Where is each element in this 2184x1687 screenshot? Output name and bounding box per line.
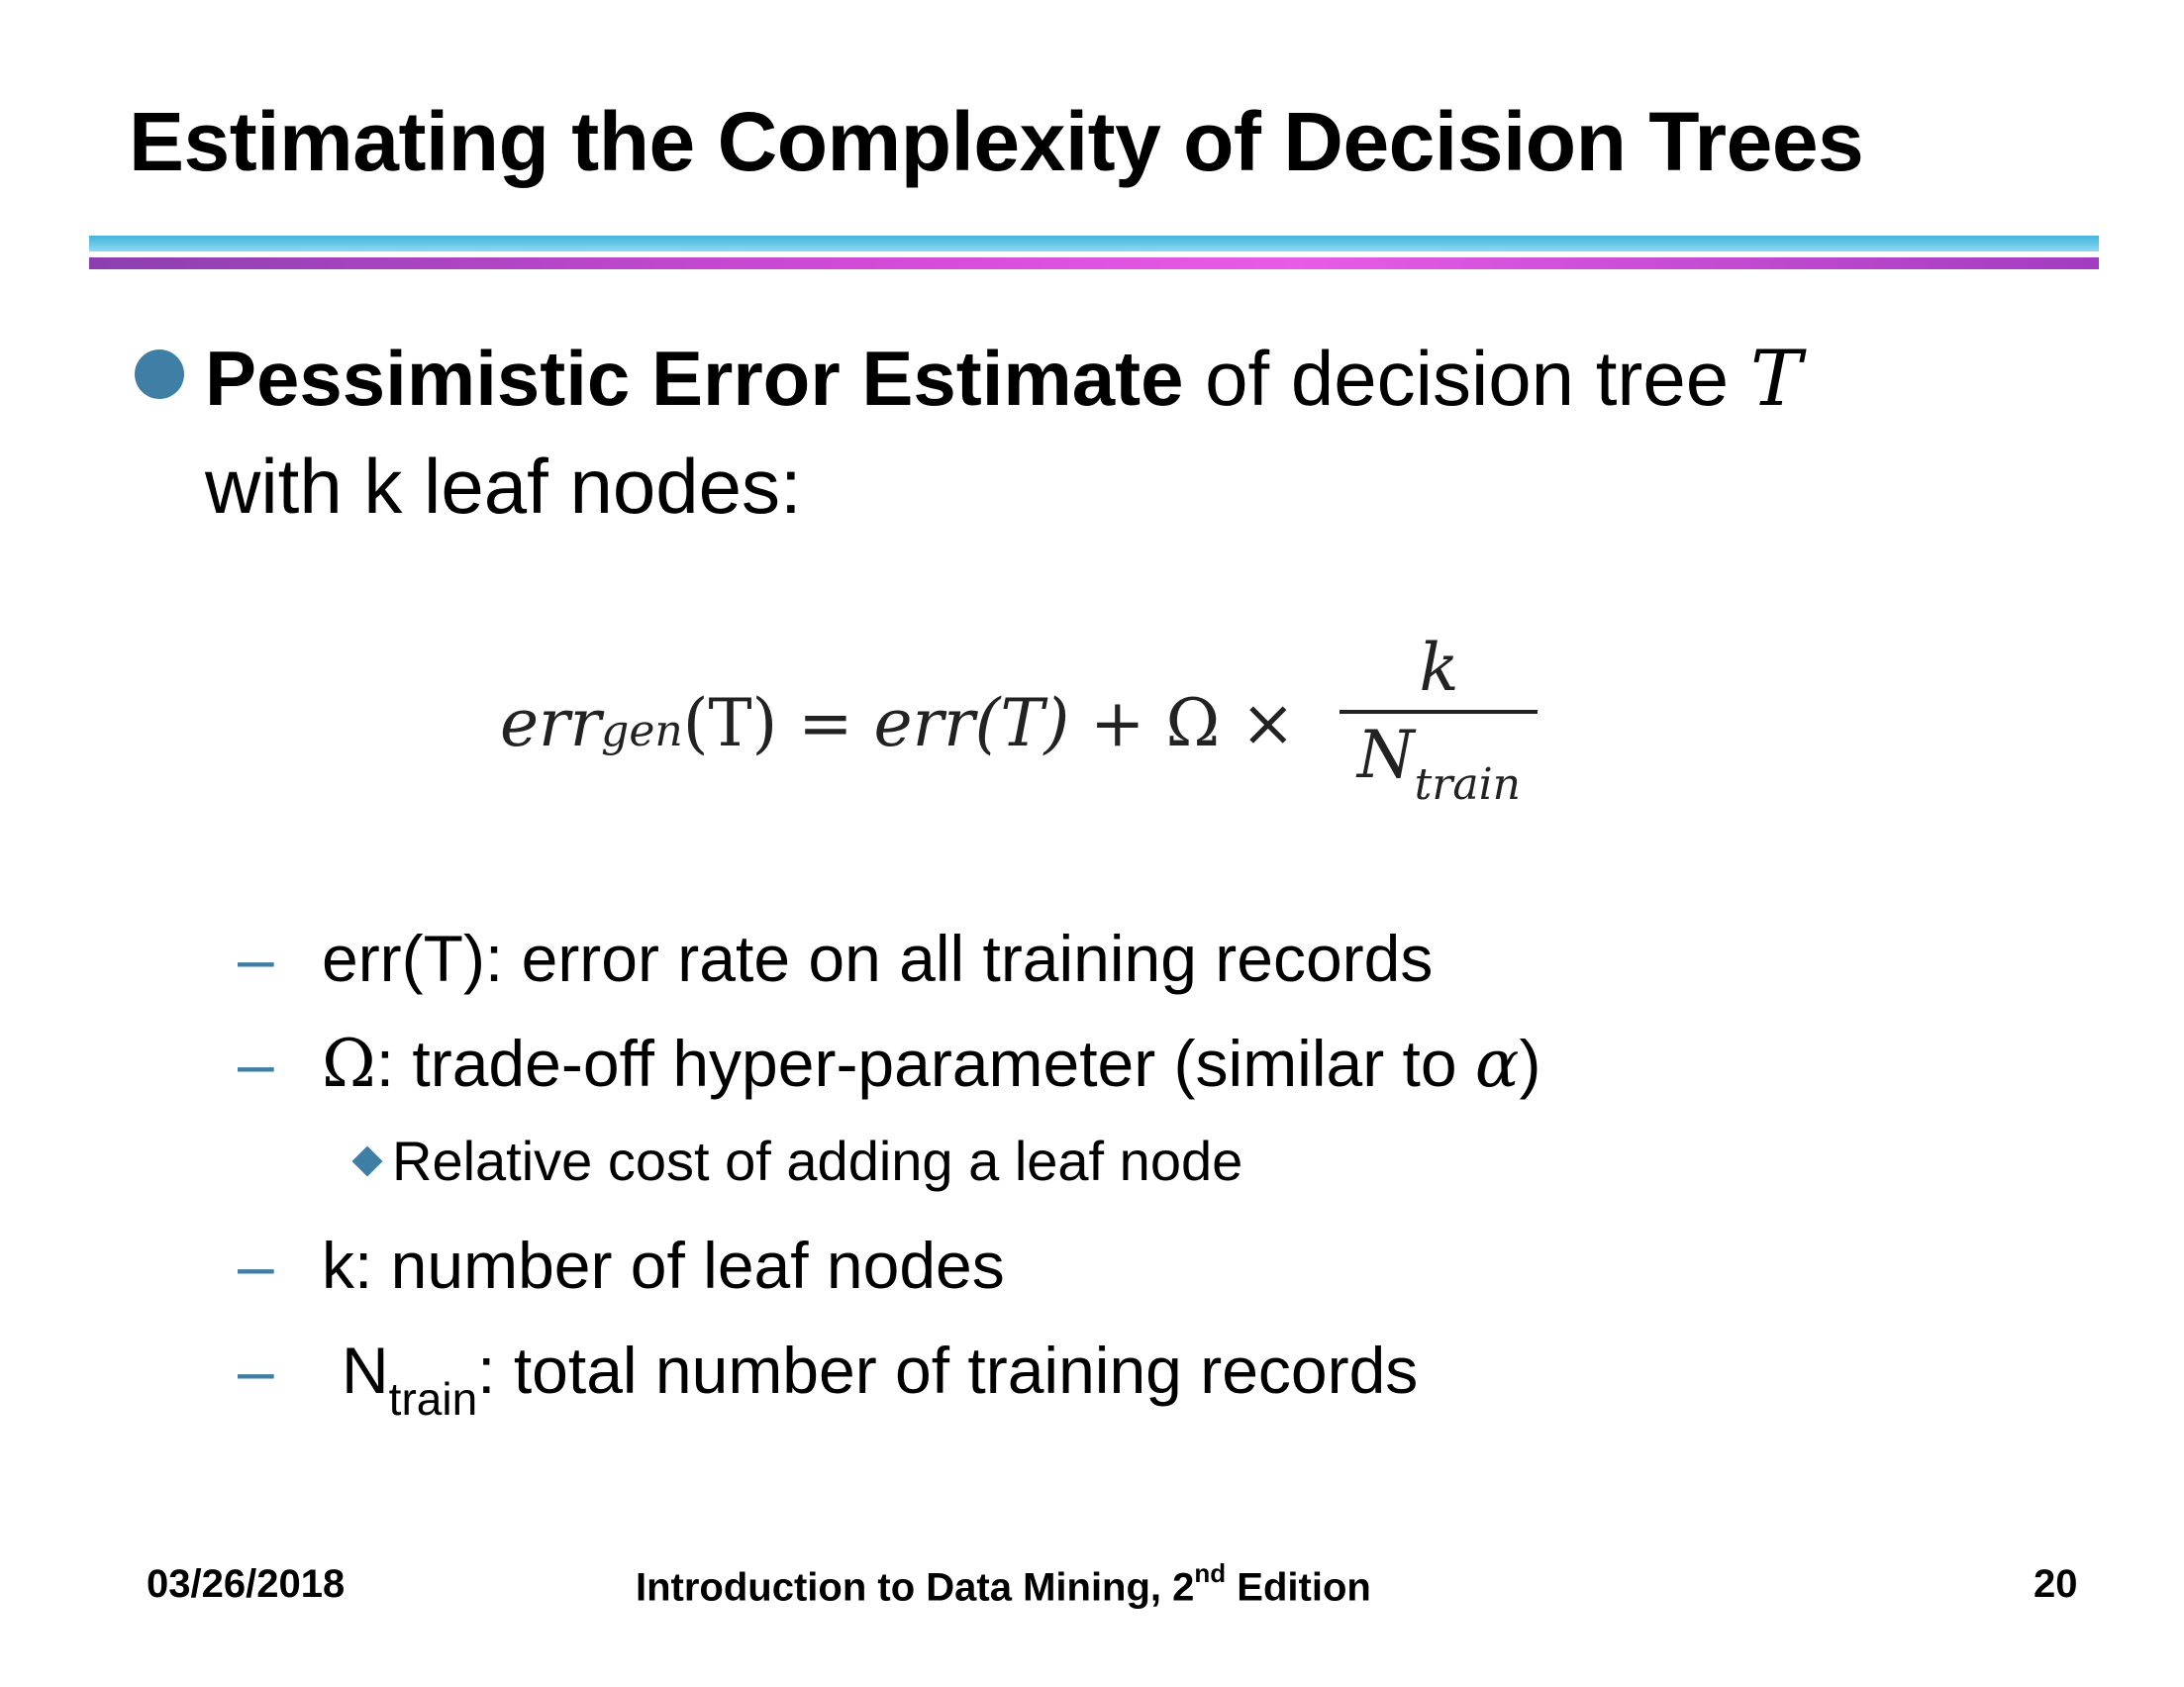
formula-fraction: k Ntrain xyxy=(1340,627,1539,819)
formula-lhs-arg: (T) xyxy=(682,684,778,761)
formula-rhs-err: err(T) xyxy=(873,684,1070,761)
main-bullet-line2: with k leaf nodes: xyxy=(205,443,802,530)
denominator-sub: train xyxy=(1414,759,1521,811)
item-text: : total number of training records xyxy=(477,1334,1419,1407)
main-bullet-rest: of decision tree xyxy=(1183,335,1750,422)
dash-icon: – xyxy=(238,1334,274,1407)
fraction-bar xyxy=(1340,709,1539,714)
main-bullet-bold: Pessimistic Error Estimate xyxy=(205,335,1184,422)
list-item: – Ω: trade-off hyper-parameter (similar … xyxy=(238,1026,1540,1102)
formula: err gen (T) = err(T) + Ω × k Ntrain xyxy=(500,630,1539,812)
sub-bullet: Relative cost of adding a leaf node xyxy=(351,1129,1243,1193)
footer-book-title: Introduction to Data Mining, 2nd Edition xyxy=(636,1558,1371,1610)
title-divider-purple xyxy=(89,257,2099,269)
main-bullet-text: Pessimistic Error Estimate of decision t… xyxy=(205,325,2086,540)
formula-lhs-sub: gen xyxy=(601,705,683,756)
title-divider-blue xyxy=(89,236,2099,251)
alpha-symbol: α xyxy=(1474,1026,1520,1102)
footer-date: 03/26/2018 xyxy=(147,1562,346,1606)
item-text: err(T): error rate on all training recor… xyxy=(322,922,1434,995)
book-title-prefix: Introduction to Data Mining, 2 xyxy=(636,1565,1195,1610)
list-item: – k: number of leaf nodes xyxy=(238,1228,1005,1303)
sub-bullet-text: Relative cost of adding a leaf node xyxy=(392,1130,1243,1192)
bullet-dot-icon xyxy=(135,349,184,399)
footer-page-number: 20 xyxy=(2034,1562,2078,1606)
formula-plus: + Ω × xyxy=(1069,684,1317,761)
n-subscript: train xyxy=(388,1373,478,1425)
item-text: : trade-off hyper-parameter (similar to xyxy=(375,1027,1475,1100)
slide-title: Estimating the Complexity of Decision Tr… xyxy=(129,95,1864,188)
denominator-n: N xyxy=(1356,716,1415,793)
n-symbol: N xyxy=(342,1334,389,1407)
tree-symbol: T xyxy=(1749,335,1802,424)
book-title-sup: nd xyxy=(1194,1558,1227,1588)
formula-equals: = xyxy=(777,684,874,761)
diamond-bullet-icon xyxy=(351,1144,383,1177)
book-title-suffix: Edition xyxy=(1226,1565,1371,1610)
dash-icon: – xyxy=(238,922,274,995)
item-text: k: number of leaf nodes xyxy=(322,1229,1005,1302)
list-item: – err(T): error rate on all training rec… xyxy=(238,921,1433,996)
dash-icon: – xyxy=(238,1027,274,1100)
fraction-denominator: Ntrain xyxy=(1357,714,1521,819)
item-close-paren: ) xyxy=(1519,1027,1541,1100)
formula-lhs: err xyxy=(500,684,602,761)
omega-symbol: Ω xyxy=(322,1026,376,1102)
fraction-numerator: k xyxy=(1419,629,1459,706)
dash-icon: – xyxy=(238,1229,274,1302)
